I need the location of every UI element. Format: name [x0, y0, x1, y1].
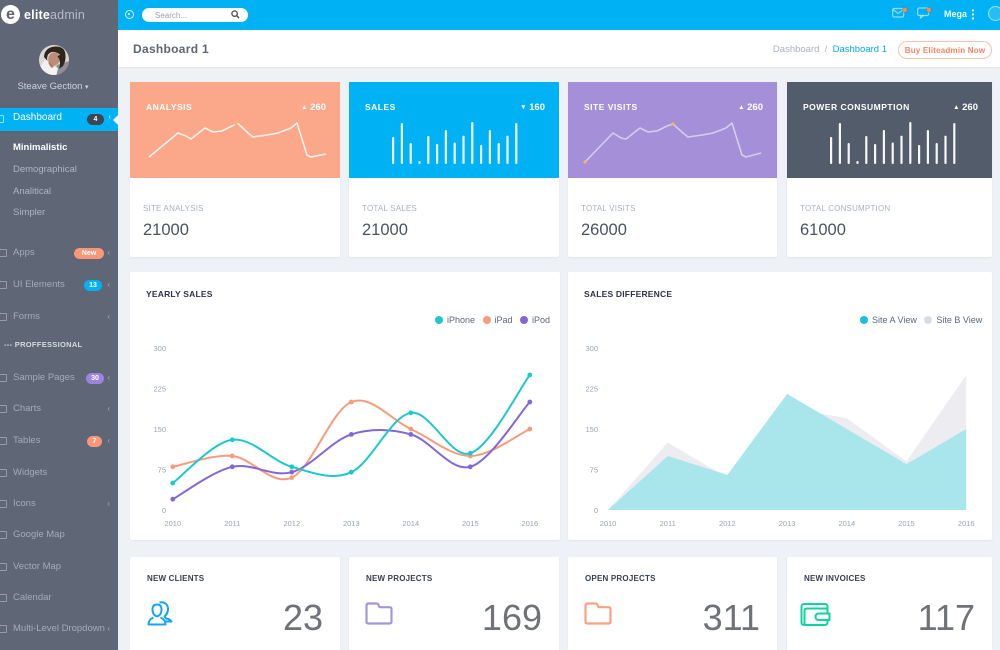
svg-text:2014: 2014	[402, 519, 419, 528]
svg-text:75: 75	[590, 466, 598, 475]
svg-text:225: 225	[153, 385, 166, 394]
svg-text:2010: 2010	[600, 519, 617, 528]
svg-text:2012: 2012	[283, 519, 300, 528]
svg-text:2012: 2012	[719, 519, 736, 528]
svg-text:300: 300	[153, 344, 166, 353]
svg-text:150: 150	[585, 425, 598, 434]
svg-text:2010: 2010	[164, 519, 181, 528]
svg-text:2013: 2013	[779, 519, 796, 528]
svg-text:225: 225	[585, 385, 598, 394]
svg-text:75: 75	[158, 466, 166, 475]
svg-text:2015: 2015	[898, 519, 915, 528]
svg-text:2016: 2016	[521, 519, 538, 528]
svg-text:2011: 2011	[224, 519, 240, 528]
svg-text:2013: 2013	[343, 519, 360, 528]
svg-text:2011: 2011	[660, 519, 676, 528]
svg-text:2014: 2014	[838, 519, 855, 528]
svg-text:2015: 2015	[462, 519, 479, 528]
svg-text:150: 150	[153, 425, 166, 434]
svg-text:300: 300	[585, 344, 598, 353]
svg-text:0: 0	[162, 506, 166, 515]
svg-text:0: 0	[594, 506, 598, 515]
svg-text:2016: 2016	[958, 519, 975, 528]
